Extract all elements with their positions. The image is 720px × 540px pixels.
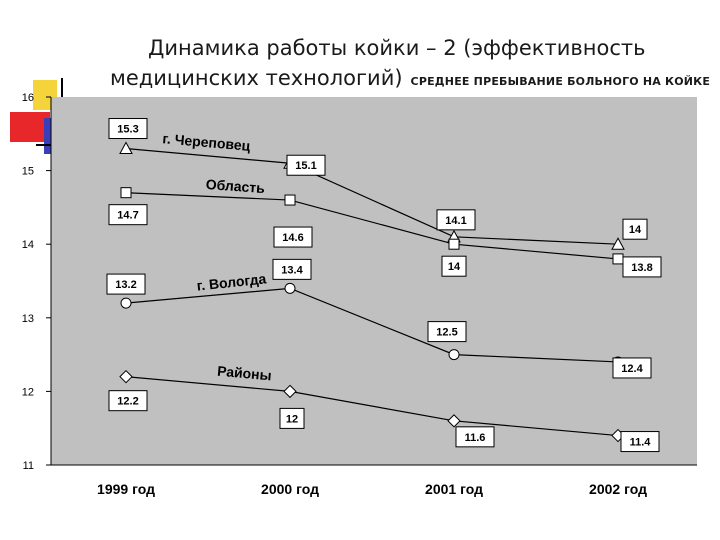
data-label: 13.4 (281, 264, 303, 276)
square-marker (448, 238, 460, 250)
triangle-marker (119, 141, 133, 155)
data-label-box (436, 209, 476, 231)
x-tick-label: 2001 год (425, 481, 483, 497)
series-line (125, 287, 619, 363)
series-name-label: г. Вологда (196, 270, 267, 293)
square-marker (120, 187, 132, 199)
circle-marker (448, 349, 460, 361)
data-label: 12.5 (436, 327, 457, 339)
series-line (125, 376, 619, 437)
y-tick-label: 16 (22, 92, 34, 104)
y-tick-label: 11 (23, 460, 34, 472)
data-label-box (441, 255, 467, 277)
chart-title: Динамика работы койки – 2 (эффективность… (110, 33, 710, 97)
title-line-2: медицинских технологий) СРЕДНЕЕ ПРЕБЫВАНИ… (110, 63, 710, 97)
series-name-label: Область (205, 176, 265, 196)
square-marker (612, 253, 624, 265)
data-label-box (108, 118, 148, 140)
data-label: 13.8 (631, 262, 652, 274)
x-tick-label: 2002 год (589, 481, 647, 497)
data-label-box (622, 218, 648, 240)
data-label: 13.2 (115, 279, 136, 291)
circle-marker (120, 297, 132, 309)
chart-subtitle: СРЕДНЕЕ ПРЕБЫВАНИЕ БОЛЬНОГО НА КОЙКЕ (410, 75, 711, 88)
data-label: 11.4 (630, 437, 652, 449)
data-label: 12.2 (117, 396, 138, 408)
y-tick-label: 15 (22, 166, 34, 178)
data-label: 15.3 (117, 124, 138, 136)
diamond-marker (119, 369, 133, 384)
red-square-decoration (10, 112, 50, 142)
data-label-box (272, 258, 312, 280)
y-tick-label: 12 (22, 386, 34, 398)
data-label-box (108, 204, 148, 226)
data-label: 12.4 (621, 363, 643, 375)
x-tick-label: 1999 год (97, 481, 155, 497)
title-line-1: Динамика работы койки – 2 (эффективность (148, 36, 646, 60)
circle-marker (284, 282, 296, 294)
data-label-box (612, 357, 652, 379)
data-label-box (427, 321, 467, 343)
y-tick-label: 14 (22, 239, 34, 251)
data-label-box (620, 431, 660, 453)
diamond-marker (447, 414, 461, 428)
data-label: 14.7 (117, 210, 138, 222)
data-label-box (455, 426, 495, 448)
data-label-box (286, 154, 326, 176)
data-label: 15.1 (295, 160, 316, 172)
data-label-box (622, 256, 662, 278)
data-label-box (108, 390, 148, 412)
y-tick-label: 13 (22, 313, 34, 325)
series-line (125, 147, 619, 245)
data-label: 14.1 (445, 215, 466, 227)
triangle-marker (611, 237, 625, 250)
title-line-2-text: медицинских технологий) (110, 66, 403, 90)
data-label: 14.6 (282, 232, 303, 244)
series-name-label: г. Череповец (162, 130, 251, 154)
square-marker (284, 194, 296, 206)
data-label-box (279, 407, 305, 429)
x-tick-label: 2000 год (261, 481, 319, 497)
plot-area (51, 97, 697, 465)
data-label-box (106, 273, 146, 295)
diamond-marker (283, 384, 297, 399)
series-line (125, 192, 619, 260)
data-label: 14 (629, 224, 642, 236)
data-label: 11.6 (465, 432, 486, 444)
series-name-label: Районы (217, 363, 273, 384)
data-label-box (273, 226, 313, 248)
data-label: 14 (448, 261, 461, 273)
data-label: 12 (286, 413, 298, 425)
